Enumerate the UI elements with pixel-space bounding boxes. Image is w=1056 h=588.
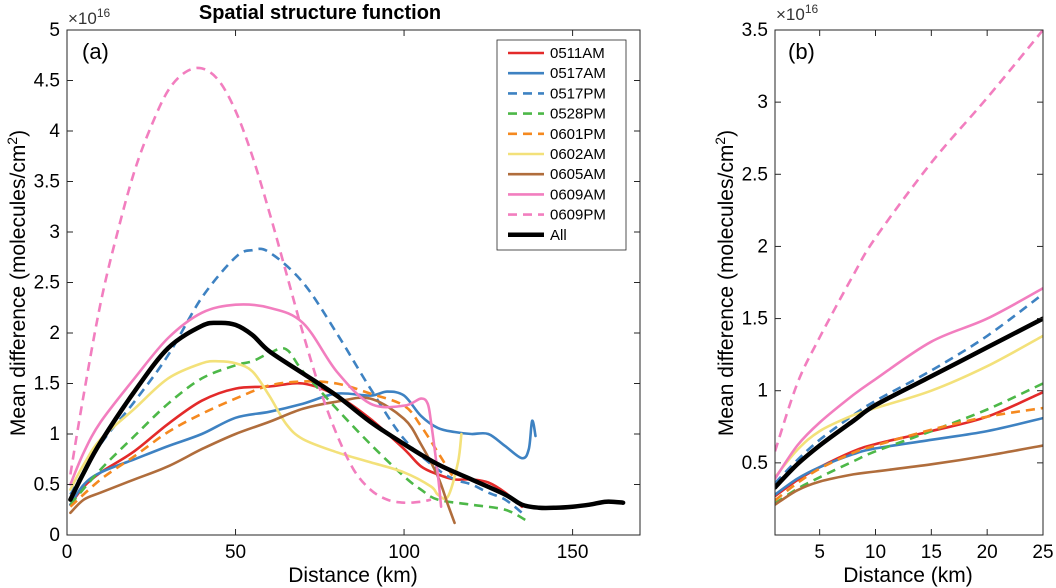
panel-a-series-0609am [69,303,443,508]
panel-b-x-tick-label: 20 [977,542,998,563]
legend-label-0601pm: 0601PM [550,126,606,143]
panel-b-series-0528pm [775,382,1043,505]
panel-a-x-axis-title: Distance (km) [288,564,418,587]
panel-b-y-axis-title-text: Mean difference (molecules/cm [715,145,738,436]
panel-a-series-all [68,320,626,511]
panel-b-y-axis-title-sup: 2 [712,137,728,145]
panel-a-series-0601pm [69,380,456,508]
legend-label-0511am: 0511AM [550,45,605,62]
panel-a-y-axis-title-text: Mean difference (molecules/cm [7,145,30,436]
legend-box [496,39,627,251]
panel-a-y-tick-label: 4 [49,121,60,142]
panel-b-y-tick-label: 1.5 [742,309,768,330]
panel-a-y-tick-label: 0.5 [34,475,60,496]
panel-b-y-tick-label: 1 [757,381,768,402]
panel-a-y-axis-title: Mean difference (molecules/cm2) [4,130,30,436]
panel-b-y-tick-label: 0.5 [742,453,768,474]
legend-entries: 0511AM 0517AM 0517PM 0528PM 0601PM 0602AM 0605… [508,45,606,244]
panel-b-y-tick-label: 2.5 [742,164,768,185]
panel-a-series-0517pm [69,247,523,514]
panel-b-y-axis-title: Mean difference (molecules/cm2) [712,130,738,436]
panel-b-x-tick-label: 10 [865,542,886,563]
panel-a-x-tick-label: 0 [62,542,73,563]
panel-a-series-0609pm [69,66,432,505]
panel-a-y-axis-title-close: ) [7,130,30,137]
legend-label-0517am: 0517AM [550,65,606,82]
panel-b-series-0605am [775,444,1043,506]
legend-label-0605am: 0605AM [550,166,606,183]
panel-a-series-group [68,66,626,525]
panel-a-y-multiplier: ×1016 [68,6,111,28]
panel-b-y-multiplier: ×1016 [776,2,819,24]
panel-b-multiplier-exp: 16 [805,2,819,16]
panel-b-label: (b) [788,39,815,64]
panel-b-x-tick-label: 25 [1032,542,1053,563]
panel-a-y-tick-label: 2 [49,323,60,344]
panel-b-y-tick-label: 3 [757,92,768,113]
legend-label-0609pm: 0609PM [550,207,606,224]
panel-a-y-tick-label: 1.5 [34,374,60,395]
panel-b-x-axis-title: Distance (km) [843,564,973,587]
panel-b-x-tick-label: 15 [921,542,942,563]
legend-label-0517pm: 0517PM [550,85,606,102]
panel-a-label: (a) [82,39,109,64]
panel-a-y-tick-label: 5 [49,20,60,41]
panel-b-series-0609pm [775,30,1043,452]
panel-b-series-0517pm [775,292,1043,484]
panel-b-series-0601pm [775,406,1043,502]
panel-b-y-tick-label: 3.5 [742,20,768,41]
legend-label-0609am: 0609AM [550,186,606,203]
panel-a-y-tick-label: 3.5 [34,172,60,193]
panel-a-y-axis-title-sup: 2 [4,137,20,145]
panel-a-series-0602am [69,359,463,501]
panel-a-x-tick-label: 50 [225,542,246,563]
panel-a-series-0528pm [69,346,527,522]
panel-a-y-tick-label: 2.5 [34,273,60,294]
legend-label-0602am: 0602AM [550,146,606,163]
panel-a-y-tick-label: 1 [49,424,60,445]
legend-label-all: All [550,227,567,244]
panel-a-series-0517am [69,390,537,506]
panel-a-x-tick-label: 150 [557,542,589,563]
panel-b: 5 10 15 20 25 0.5 1 1.5 2 2.5 3 3.5 (b) ×1016 Dista… [712,2,1054,587]
panel-a-y-tick-label: 0 [49,525,60,546]
panel-a-ticks: 0 50 100 150 0 0.5 1 1.5 2 2.5 3 3.5 4 4.5 5 [34,20,640,563]
panel-a-y-tick-label: 3 [49,222,60,243]
panel-a-y-tick-label: 4.5 [34,71,60,92]
panel-b-plot-area [775,30,1043,535]
legend: 0511AM 0517AM 0517PM 0528PM 0601PM 0602AM 0605… [496,39,627,251]
panel-a: 0 50 100 150 0 0.5 1 1.5 2 2.5 3 3.5 4 4.5 5 Spatial s… [4,2,641,587]
panel-b-multiplier-base: ×10 [776,5,805,24]
panel-b-x-tick-label: 5 [814,542,825,563]
panel-b-frame [774,29,1044,536]
panel-b-y-axis-title-close: ) [715,130,738,137]
panel-b-ticks: 5 10 15 20 25 0.5 1 1.5 2 2.5 3 3.5 [742,20,1054,563]
panel-b-y-tick-label: 2 [757,236,768,257]
chart-title: Spatial structure function [199,2,441,24]
panel-b-series-0609am [775,287,1043,480]
legend-label-0528pm: 0528PM [550,106,606,123]
panel-a-multiplier-base: ×10 [68,9,97,28]
panel-a-multiplier-exp: 16 [97,6,111,20]
panel-a-x-tick-label: 100 [388,542,420,563]
panel-b-series-0517am [775,416,1043,496]
panel-b-series-all [775,316,1043,490]
panel-b-series-group [775,30,1043,506]
